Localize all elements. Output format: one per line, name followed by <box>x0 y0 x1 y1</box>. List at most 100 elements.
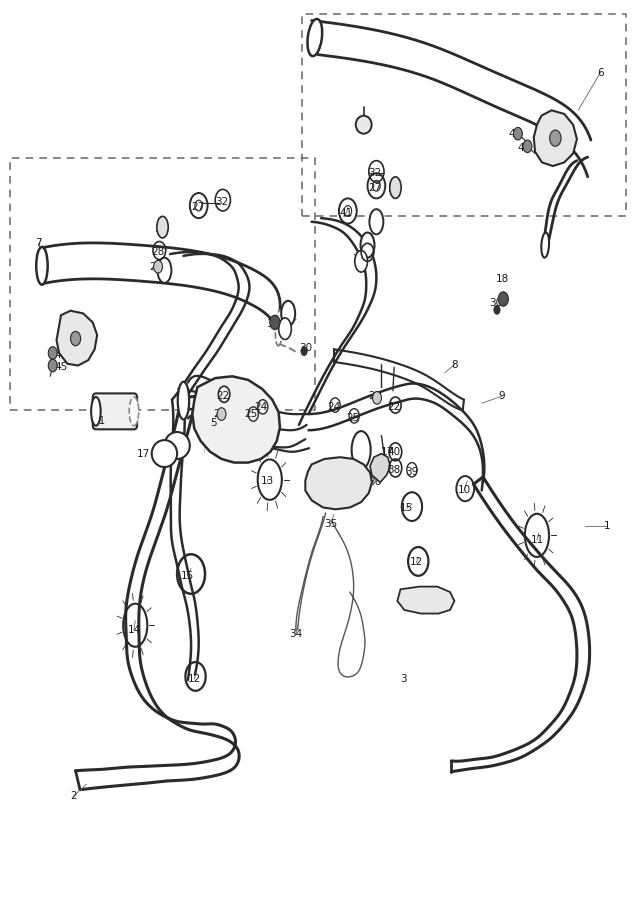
Text: 1: 1 <box>604 521 610 531</box>
Polygon shape <box>370 454 391 482</box>
Ellipse shape <box>152 440 177 467</box>
Text: 22: 22 <box>216 392 230 401</box>
Text: 14: 14 <box>127 625 141 634</box>
Ellipse shape <box>541 232 549 257</box>
Text: 31: 31 <box>387 184 401 194</box>
Text: 16: 16 <box>352 445 366 455</box>
Text: 45: 45 <box>54 363 67 373</box>
Text: 34: 34 <box>289 629 302 639</box>
Circle shape <box>301 346 307 356</box>
Text: 32: 32 <box>368 168 382 178</box>
Text: 12: 12 <box>410 557 423 567</box>
Text: 36: 36 <box>368 477 382 487</box>
Text: 35: 35 <box>324 518 337 528</box>
Text: 16: 16 <box>165 440 179 451</box>
Text: 33: 33 <box>419 587 432 597</box>
Circle shape <box>154 260 163 273</box>
Text: 25: 25 <box>346 412 359 423</box>
Polygon shape <box>192 376 280 463</box>
Text: 3: 3 <box>400 674 407 684</box>
Ellipse shape <box>390 176 401 198</box>
Circle shape <box>494 305 500 314</box>
Text: 38: 38 <box>387 464 401 475</box>
Circle shape <box>513 128 522 140</box>
Ellipse shape <box>281 301 295 326</box>
Text: 7: 7 <box>36 238 42 248</box>
Text: 44: 44 <box>54 350 67 360</box>
Text: 19: 19 <box>362 238 375 248</box>
Text: 26: 26 <box>156 266 169 275</box>
Text: 42: 42 <box>356 120 369 130</box>
Text: 23: 23 <box>213 410 226 419</box>
Polygon shape <box>398 587 455 614</box>
Ellipse shape <box>129 397 139 426</box>
Ellipse shape <box>307 19 322 56</box>
Text: 31: 31 <box>154 224 167 234</box>
Text: 20: 20 <box>277 321 289 331</box>
Text: 39: 39 <box>405 466 418 477</box>
Text: 27: 27 <box>191 202 204 212</box>
Ellipse shape <box>158 257 172 283</box>
Circle shape <box>523 140 532 153</box>
Text: 20: 20 <box>353 255 366 265</box>
Circle shape <box>71 331 81 346</box>
Text: 43: 43 <box>59 336 73 346</box>
Text: 21: 21 <box>92 416 106 427</box>
Polygon shape <box>57 310 97 365</box>
Text: 18: 18 <box>267 320 280 329</box>
Text: 32: 32 <box>215 197 228 207</box>
Ellipse shape <box>279 318 291 339</box>
Ellipse shape <box>36 247 48 284</box>
Text: 24: 24 <box>254 402 268 412</box>
Text: 11: 11 <box>530 535 544 544</box>
Text: 13: 13 <box>261 476 274 487</box>
Ellipse shape <box>91 397 100 426</box>
Text: 45: 45 <box>518 143 531 153</box>
Text: 44: 44 <box>508 129 522 139</box>
Text: 6: 6 <box>597 68 604 77</box>
Text: 9: 9 <box>499 392 506 401</box>
Ellipse shape <box>177 382 189 419</box>
Ellipse shape <box>275 310 283 346</box>
Text: 10: 10 <box>457 485 471 495</box>
Ellipse shape <box>356 116 371 134</box>
Text: 17: 17 <box>137 449 150 460</box>
Text: 37: 37 <box>352 485 366 495</box>
Polygon shape <box>534 111 577 166</box>
Ellipse shape <box>352 431 371 469</box>
Text: 23: 23 <box>149 262 163 272</box>
Circle shape <box>48 346 57 359</box>
Text: 22: 22 <box>387 402 401 412</box>
Circle shape <box>373 392 382 404</box>
Text: 8: 8 <box>451 360 458 370</box>
Text: 25: 25 <box>245 410 258 419</box>
Text: 41: 41 <box>340 208 353 218</box>
Circle shape <box>270 315 280 329</box>
Text: 19: 19 <box>280 306 293 316</box>
Text: 28: 28 <box>151 248 165 257</box>
Circle shape <box>48 359 57 372</box>
Text: 28: 28 <box>359 249 372 259</box>
Text: 30: 30 <box>489 298 502 308</box>
Ellipse shape <box>352 438 366 465</box>
Text: 5: 5 <box>210 418 217 428</box>
Circle shape <box>550 130 561 147</box>
Text: 24: 24 <box>328 402 340 412</box>
Text: 26: 26 <box>368 219 382 229</box>
Circle shape <box>217 408 226 420</box>
Text: 15: 15 <box>400 503 413 513</box>
Text: 15: 15 <box>181 571 195 580</box>
Circle shape <box>498 292 508 306</box>
Text: 30: 30 <box>299 343 312 353</box>
Text: 17: 17 <box>381 446 394 457</box>
Ellipse shape <box>355 250 368 272</box>
Text: 2: 2 <box>71 791 77 801</box>
Polygon shape <box>305 457 372 509</box>
Text: 40: 40 <box>387 446 401 457</box>
Text: 18: 18 <box>495 274 509 284</box>
Text: 27: 27 <box>368 183 382 193</box>
Text: 12: 12 <box>188 674 201 684</box>
FancyBboxPatch shape <box>93 393 137 429</box>
Ellipse shape <box>165 432 190 459</box>
Ellipse shape <box>157 216 169 238</box>
